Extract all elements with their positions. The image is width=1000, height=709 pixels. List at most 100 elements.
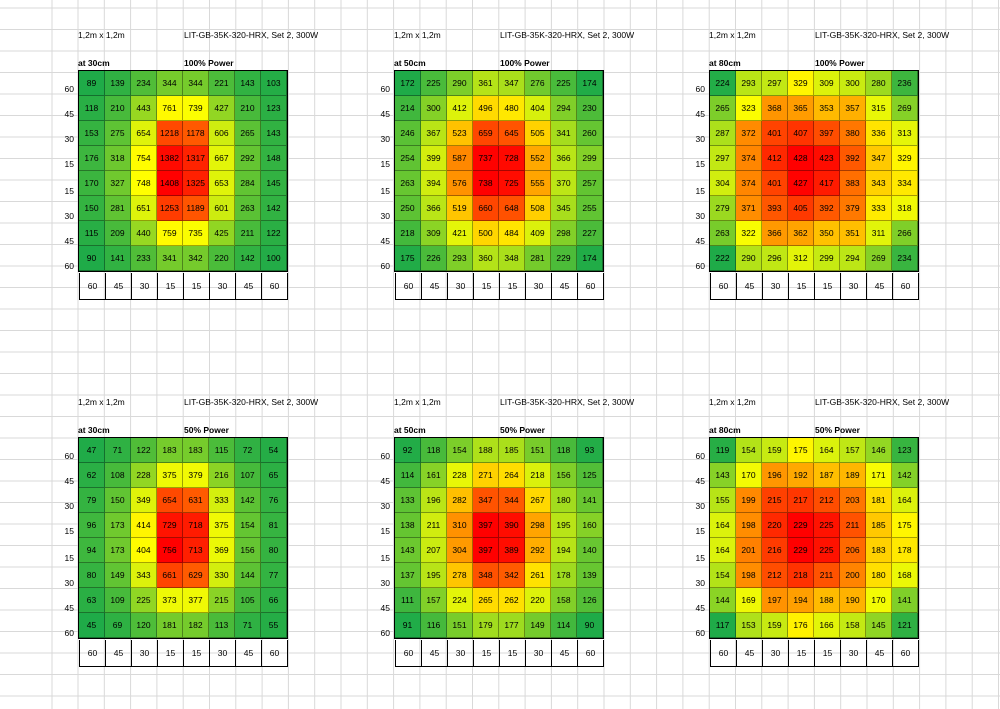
heatmap-cell: 254 — [395, 146, 421, 171]
heatmap-cell: 401 — [762, 121, 788, 146]
heatmap-cell: 298 — [551, 221, 577, 246]
heatmap-cell: 158 — [551, 588, 577, 613]
x-tick-label: 60 — [893, 640, 919, 667]
x-tick-label: 15 — [500, 640, 526, 667]
heatmap-cell: 357 — [840, 96, 866, 121]
heatmap-cell: 196 — [421, 488, 447, 513]
heatmap-grid: 172 225 290 361 347 276 225 174 214 300 412 496 480 4… — [394, 70, 604, 272]
heatmap-cell: 275 — [105, 121, 131, 146]
heatmap-cell: 72 — [235, 438, 261, 463]
x-tick-label: 45 — [552, 273, 578, 300]
heatmap-cell: 362 — [788, 221, 814, 246]
heatmap-cell: 107 — [235, 463, 261, 488]
heatmap-cell: 423 — [814, 146, 840, 171]
heatmap-cell: 121 — [892, 613, 918, 638]
heatmap-cell: 221 — [209, 71, 235, 96]
heatmap-cell: 505 — [525, 121, 551, 146]
x-tick-label: 45 — [236, 273, 262, 300]
heatmap-cell: 220 — [525, 588, 551, 613]
heatmap-cell: 383 — [840, 171, 866, 196]
x-tick-label: 60 — [711, 273, 737, 300]
x-tick-label: 30 — [526, 640, 552, 667]
heatmap-cell: 631 — [183, 488, 209, 513]
heatmap-cell: 119 — [710, 438, 736, 463]
heatmap-cell: 500 — [473, 221, 499, 246]
heatmap-cell: 263 — [395, 171, 421, 196]
heatmap-cell: 69 — [105, 613, 131, 638]
y-tick-label: 15 — [695, 553, 705, 563]
heatmap-cell: 144 — [235, 563, 261, 588]
heatmap-cell: 651 — [131, 196, 157, 221]
heatmap-cell: 725 — [499, 171, 525, 196]
heatmap-cell: 198 — [736, 563, 762, 588]
heatmap-cell: 298 — [525, 513, 551, 538]
heatmap-cell: 141 — [577, 488, 603, 513]
y-tick-label: 15 — [64, 186, 74, 196]
heatmap-cell: 739 — [183, 96, 209, 121]
heatmap-cell: 480 — [499, 96, 525, 121]
heatmap-cell: 728 — [499, 146, 525, 171]
x-tick-label: 45 — [106, 640, 132, 667]
heatmap-cell: 759 — [157, 221, 183, 246]
x-tick-label: 60 — [578, 273, 604, 300]
heatmap-cell: 653 — [209, 171, 235, 196]
heatmap-cell: 164 — [892, 488, 918, 513]
heatmap-cell: 269 — [892, 96, 918, 121]
heatmap-panel: 1,2m x 1,2m LIT-GB-35K-320-HRX, Set 2, 30… — [364, 28, 634, 328]
heatmap-cell: 103 — [261, 71, 287, 96]
heatmap-cell: 71 — [105, 438, 131, 463]
heatmap-cell: 348 — [499, 246, 525, 271]
heatmap-cell: 290 — [736, 246, 762, 271]
heatmap-cell: 341 — [551, 121, 577, 146]
heatmap-cell: 342 — [499, 563, 525, 588]
heatmap-cell: 1382 — [157, 146, 183, 171]
heatmap-cell: 265 — [473, 588, 499, 613]
y-tick-label: 60 — [64, 84, 74, 94]
heatmap-cell: 496 — [473, 96, 499, 121]
heatmap-cell: 299 — [814, 246, 840, 271]
heatmap-cell: 150 — [79, 196, 105, 221]
heatmap-cell: 145 — [866, 613, 892, 638]
heatmap-cell: 555 — [525, 171, 551, 196]
y-tick-label: 45 — [64, 603, 74, 613]
heatmap-cell: 210 — [235, 96, 261, 121]
heatmap-cell: 322 — [736, 221, 762, 246]
heatmap-cell: 54 — [261, 438, 287, 463]
heatmap-cell: 234 — [892, 246, 918, 271]
heatmap-panel: 1,2m x 1,2m LIT-GB-35K-320-HRX, Set 2, 30… — [48, 395, 318, 695]
heatmap-cell: 729 — [157, 513, 183, 538]
heatmap-cell: 189 — [840, 463, 866, 488]
x-tick-label: 15 — [789, 640, 815, 667]
y-tick-label: 15 — [695, 526, 705, 536]
power-label: 100% Power — [500, 58, 550, 68]
heatmap-cell: 1317 — [183, 146, 209, 171]
y-tick-label: 45 — [695, 109, 705, 119]
heatmap-cell: 143 — [395, 538, 421, 563]
heatmap-cell: 294 — [551, 96, 577, 121]
heatmap-cell: 304 — [447, 538, 473, 563]
heatmap-cell: 145 — [261, 171, 287, 196]
heatmap-cell: 209 — [105, 221, 131, 246]
y-tick-label: 60 — [380, 628, 390, 638]
heatmap-cell: 207 — [421, 538, 447, 563]
x-axis-row: 60 45 30 15 15 30 45 60 — [395, 273, 604, 300]
heatmap-cell: 300 — [421, 96, 447, 121]
heatmap-cell: 155 — [710, 488, 736, 513]
heatmap-cell: 183 — [157, 438, 183, 463]
heatmap-cell: 164 — [710, 538, 736, 563]
x-axis-row: 60 45 30 15 15 30 45 60 — [395, 640, 604, 667]
y-tick-label: 15 — [695, 186, 705, 196]
heatmap-cell: 409 — [525, 221, 551, 246]
heatmap-cell: 297 — [762, 71, 788, 96]
heatmap-cell: 91 — [395, 613, 421, 638]
heatmap-cell: 118 — [79, 96, 105, 121]
power-label: 100% Power — [184, 58, 234, 68]
heatmap-cell: 519 — [447, 196, 473, 221]
heatmap-cell: 233 — [131, 246, 157, 271]
heatmap-cell: 65 — [261, 463, 287, 488]
heatmap-cell: 266 — [892, 221, 918, 246]
x-tick-label: 60 — [711, 640, 737, 667]
heatmap-cell: 200 — [840, 563, 866, 588]
heatmap-cell: 348 — [473, 563, 499, 588]
heatmap-cell: 159 — [762, 438, 788, 463]
